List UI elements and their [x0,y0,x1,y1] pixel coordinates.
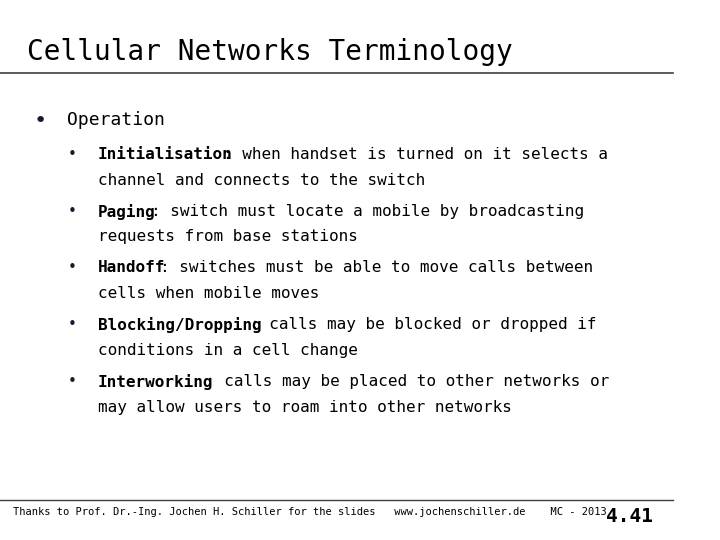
Text: •: • [34,111,47,131]
Text: requests from base stations: requests from base stations [98,230,357,245]
Text: •: • [67,317,76,332]
Text: Initialisation: Initialisation [98,147,233,162]
Text: •: • [67,147,76,162]
Text: : when handset is turned on it selects a: : when handset is turned on it selects a [223,147,608,162]
Text: •: • [67,204,76,219]
Text: Handoff: Handoff [98,260,165,275]
Text: •: • [67,260,76,275]
Text: : calls may be placed to other networks or: : calls may be placed to other networks … [205,374,609,389]
Text: •: • [67,374,76,389]
Text: Blocking/Dropping: Blocking/Dropping [98,317,261,333]
Text: may allow users to roam into other networks: may allow users to roam into other netwo… [98,400,511,415]
Text: cells when mobile moves: cells when mobile moves [98,286,319,301]
Text: channel and connects to the switch: channel and connects to the switch [98,173,425,188]
Text: Cellular Networks Terminology: Cellular Networks Terminology [27,38,513,66]
Text: : switches must be able to move calls between: : switches must be able to move calls be… [161,260,593,275]
Text: Thanks to Prof. Dr.-Ing. Jochen H. Schiller for the slides   www.jochenschiller.: Thanks to Prof. Dr.-Ing. Jochen H. Schil… [14,507,607,517]
Text: : calls may be blocked or dropped if: : calls may be blocked or dropped if [250,317,596,332]
Text: 4.41: 4.41 [606,507,653,525]
Text: Paging: Paging [98,204,156,220]
Text: Interworking: Interworking [98,374,213,390]
Text: : switch must locate a mobile by broadcasting: : switch must locate a mobile by broadca… [151,204,585,219]
Text: conditions in a cell change: conditions in a cell change [98,343,357,358]
Text: Operation: Operation [67,111,165,129]
